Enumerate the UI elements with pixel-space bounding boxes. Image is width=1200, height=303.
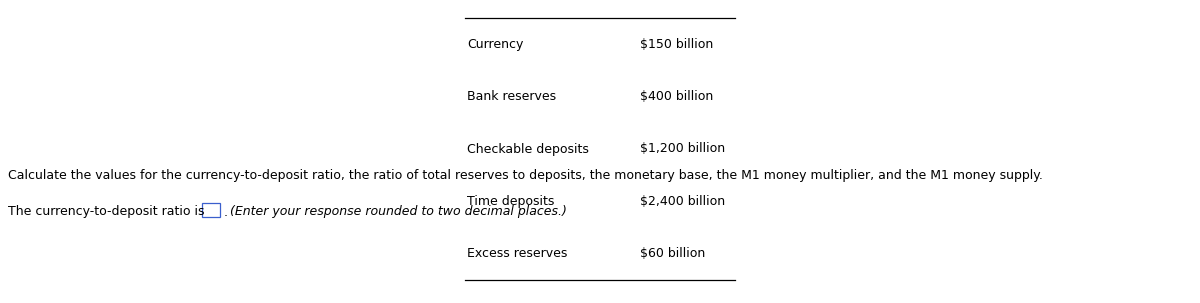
Text: $1,200 billion: $1,200 billion — [640, 142, 725, 155]
Bar — [202, 203, 220, 217]
Text: $60 billion: $60 billion — [640, 247, 706, 260]
Text: Checkable deposits: Checkable deposits — [467, 142, 589, 155]
Text: Bank reserves: Bank reserves — [467, 90, 556, 103]
Text: Excess reserves: Excess reserves — [467, 247, 568, 260]
Text: (Enter your response rounded to two decimal places.): (Enter your response rounded to two deci… — [230, 205, 566, 218]
Text: $2,400 billion: $2,400 billion — [640, 195, 725, 208]
Text: $400 billion: $400 billion — [640, 90, 713, 103]
Text: Calculate the values for the currency-to-deposit ratio, the ratio of total reser: Calculate the values for the currency-to… — [8, 168, 1043, 181]
Text: The currency-to-deposit ratio is: The currency-to-deposit ratio is — [8, 205, 204, 218]
Text: Time deposits: Time deposits — [467, 195, 554, 208]
Text: .: . — [224, 205, 232, 218]
Text: Currency: Currency — [467, 38, 523, 51]
Text: $150 billion: $150 billion — [640, 38, 713, 51]
